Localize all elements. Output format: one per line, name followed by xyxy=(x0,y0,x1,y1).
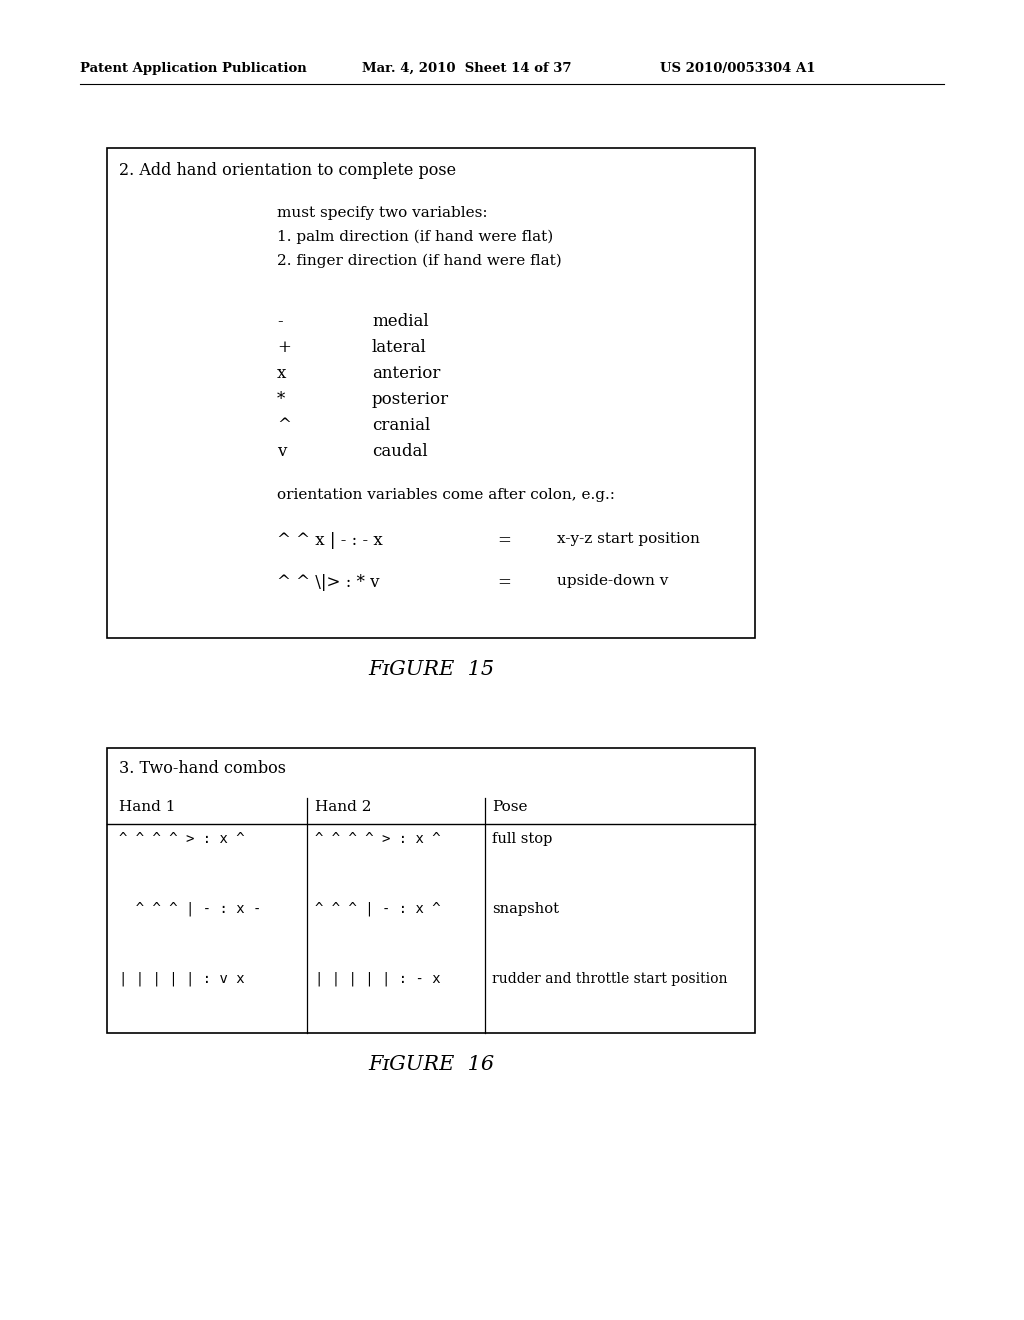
Text: x: x xyxy=(278,366,287,381)
Text: full stop: full stop xyxy=(492,832,552,846)
Text: ^ ^ ^ ^ > : x ^: ^ ^ ^ ^ > : x ^ xyxy=(315,832,440,846)
Text: ^ ^ x | - : - x: ^ ^ x | - : - x xyxy=(278,532,383,549)
Text: Hand 1: Hand 1 xyxy=(119,800,175,814)
Text: Mar. 4, 2010  Sheet 14 of 37: Mar. 4, 2010 Sheet 14 of 37 xyxy=(362,62,571,75)
Text: anterior: anterior xyxy=(372,366,440,381)
Text: rudder and throttle start position: rudder and throttle start position xyxy=(492,972,727,986)
Text: Hand 2: Hand 2 xyxy=(315,800,372,814)
Bar xyxy=(106,748,755,1034)
Text: lateral: lateral xyxy=(372,339,427,356)
Text: ^: ^ xyxy=(278,417,291,434)
Text: medial: medial xyxy=(372,313,429,330)
Bar xyxy=(106,148,755,638)
Text: =: = xyxy=(497,574,511,591)
Text: ^ ^ ^ ^ > : x ^: ^ ^ ^ ^ > : x ^ xyxy=(119,832,245,846)
Text: caudal: caudal xyxy=(372,444,428,459)
Text: upside-down v: upside-down v xyxy=(557,574,669,587)
Text: US 2010/0053304 A1: US 2010/0053304 A1 xyxy=(660,62,815,75)
Text: | | | | | : v x: | | | | | : v x xyxy=(119,972,245,986)
Text: -: - xyxy=(278,313,283,330)
Text: ^ ^ ^ | - : x -: ^ ^ ^ | - : x - xyxy=(119,902,261,916)
Text: FɪGURE  16: FɪGURE 16 xyxy=(368,1055,494,1074)
Text: =: = xyxy=(497,532,511,549)
Text: 2. Add hand orientation to complete pose: 2. Add hand orientation to complete pose xyxy=(119,162,456,180)
Text: 3. Two-hand combos: 3. Two-hand combos xyxy=(119,760,286,777)
Text: v: v xyxy=(278,444,287,459)
Text: ^ ^ ^ | - : x ^: ^ ^ ^ | - : x ^ xyxy=(315,902,440,916)
Text: FɪGURE  15: FɪGURE 15 xyxy=(368,660,494,678)
Text: Pose: Pose xyxy=(492,800,527,814)
Text: x-y-z start position: x-y-z start position xyxy=(557,532,699,546)
Text: ^ ^ \|> : * v: ^ ^ \|> : * v xyxy=(278,574,380,591)
Text: must specify two variables:: must specify two variables: xyxy=(278,206,487,220)
Text: *: * xyxy=(278,391,286,408)
Text: snapshot: snapshot xyxy=(492,902,559,916)
Text: +: + xyxy=(278,339,291,356)
Text: orientation variables come after colon, e.g.:: orientation variables come after colon, … xyxy=(278,488,615,502)
Text: | | | | | : - x: | | | | | : - x xyxy=(315,972,440,986)
Text: 2. finger direction (if hand were flat): 2. finger direction (if hand were flat) xyxy=(278,253,562,268)
Text: cranial: cranial xyxy=(372,417,430,434)
Text: Patent Application Publication: Patent Application Publication xyxy=(80,62,307,75)
Text: 1. palm direction (if hand were flat): 1. palm direction (if hand were flat) xyxy=(278,230,553,244)
Text: posterior: posterior xyxy=(372,391,450,408)
